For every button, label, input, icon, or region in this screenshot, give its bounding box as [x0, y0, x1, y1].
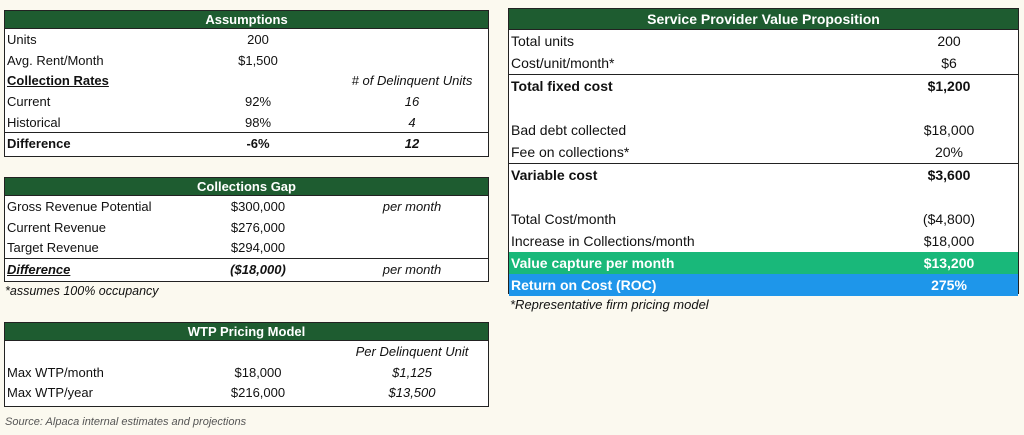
value-capture-row: Value capture per month $13,200 — [509, 252, 1018, 274]
value-proposition-title: Service Provider Value Proposition — [509, 9, 1018, 30]
wtp-year-row: Max WTP/year $216,000 $13,500 — [5, 382, 488, 403]
rates-header-row: Collection Rates # of Delinquent Units — [5, 70, 488, 91]
difference-rate: -6% — [246, 136, 270, 152]
rent-row: Avg. Rent/Month $1,500 — [5, 50, 488, 71]
total-units-label: Total units — [511, 33, 575, 49]
historical-row: Historical 98% 4 — [5, 112, 488, 133]
roc-value: 275% — [931, 277, 967, 293]
bad-debt-row: Bad debt collected $18,000 — [509, 119, 1018, 141]
wtp-month-unit: $1,125 — [392, 364, 432, 380]
variable-cost-label: Variable cost — [511, 167, 598, 183]
difference-units: 12 — [404, 136, 420, 152]
fee-label: Fee on collections* — [511, 144, 630, 160]
total-units-row: Total units 200 — [509, 30, 1018, 52]
current-revenue-value: $276,000 — [230, 219, 286, 235]
variable-cost-row: Variable cost $3,600 — [509, 163, 1018, 186]
rent-value: $1,500 — [238, 52, 278, 68]
gross-label: Gross Revenue Potential — [7, 199, 152, 214]
gap-difference-value: ($18,000) — [230, 262, 286, 278]
gap-difference-label: Difference — [7, 262, 71, 278]
units-value: 200 — [247, 32, 269, 47]
wtp-year-unit: $13,500 — [388, 385, 436, 401]
assumptions-table: Assumptions Units 200 Avg. Rent/Month $1… — [4, 10, 489, 157]
total-cost-label: Total Cost/month — [511, 211, 617, 227]
pricing-footnote: *Representative firm pricing model — [510, 297, 709, 312]
fixed-cost-row: Total fixed cost $1,200 — [509, 74, 1018, 97]
value-capture-value: $13,200 — [923, 255, 975, 271]
collections-gap-title: Collections Gap — [5, 178, 488, 196]
wtp-pricing-table: WTP Pricing Model Per Delinquent Unit Ma… — [4, 322, 489, 407]
collections-gap-table: Collections Gap Gross Revenue Potential … — [4, 177, 489, 282]
historical-rate: 98% — [244, 114, 272, 130]
fee-row: Fee on collections* 20% — [509, 141, 1018, 163]
wtp-month-row: Max WTP/month $18,000 $1,125 — [5, 362, 488, 383]
total-units-value: 200 — [937, 33, 961, 49]
current-rate: 92% — [244, 94, 272, 110]
fixed-cost-label: Total fixed cost — [511, 78, 613, 94]
gross-value: $300,000 — [230, 199, 286, 214]
fixed-cost-value: $1,200 — [927, 78, 971, 94]
increase-value: $18,000 — [923, 233, 975, 249]
cost-unit-label: Cost/unit/month* — [511, 55, 615, 71]
current-revenue-label: Current Revenue — [7, 219, 106, 235]
value-capture-label: Value capture per month — [511, 255, 675, 271]
difference-label: Difference — [7, 136, 71, 152]
spacer-row-2 — [509, 186, 1018, 208]
rent-label: Avg. Rent/Month — [7, 52, 104, 68]
increase-row: Increase in Collections/month $18,000 — [509, 230, 1018, 252]
wtp-title: WTP Pricing Model — [5, 323, 488, 341]
occupancy-footnote: *assumes 100% occupancy — [5, 284, 159, 298]
current-revenue-row: Current Revenue $276,000 — [5, 217, 488, 238]
fee-value: 20% — [934, 144, 964, 160]
target-revenue-value: $294,000 — [230, 240, 286, 256]
historical-label: Historical — [7, 114, 61, 130]
wtp-month-label: Max WTP/month — [7, 364, 104, 380]
wtp-year-label: Max WTP/year — [7, 385, 93, 401]
roc-row: Return on Cost (ROC) 275% — [509, 274, 1018, 296]
bad-debt-label: Bad debt collected — [511, 122, 627, 138]
per-unit-header: Per Delinquent Unit — [355, 344, 469, 359]
gap-difference-note: per month — [382, 262, 442, 278]
delinquent-header: # of Delinquent Units — [351, 73, 473, 89]
roc-label: Return on Cost (ROC) — [511, 277, 657, 293]
units-label: Units — [7, 32, 37, 47]
current-units: 16 — [404, 94, 420, 110]
target-revenue-row: Target Revenue $294,000 — [5, 237, 488, 258]
cost-unit-value: $6 — [941, 55, 957, 71]
total-cost-row: Total Cost/month ($4,800) — [509, 208, 1018, 230]
wtp-header-row: Per Delinquent Unit — [5, 341, 488, 362]
gap-difference-row: Difference ($18,000) per month — [5, 258, 488, 280]
gross-row: Gross Revenue Potential $300,000 per mon… — [5, 196, 488, 217]
current-row: Current 92% 16 — [5, 91, 488, 112]
difference-row: Difference -6% 12 — [5, 132, 488, 154]
variable-cost-value: $3,600 — [927, 167, 971, 183]
cost-unit-row: Cost/unit/month* $6 — [509, 52, 1018, 74]
target-revenue-label: Target Revenue — [7, 240, 99, 256]
wtp-month-value: $18,000 — [234, 364, 282, 380]
bad-debt-value: $18,000 — [923, 122, 975, 138]
total-cost-value: ($4,800) — [922, 211, 976, 227]
wtp-year-value: $216,000 — [230, 385, 286, 401]
historical-units: 4 — [408, 114, 416, 130]
gross-note: per month — [382, 199, 442, 214]
source-note: Source: Alpaca internal estimates and pr… — [5, 416, 247, 428]
units-row: Units 200 — [5, 29, 488, 50]
increase-label: Increase in Collections/month — [511, 233, 695, 249]
rates-label: Collection Rates — [7, 73, 109, 89]
current-label: Current — [7, 94, 51, 110]
value-proposition-table: Service Provider Value Proposition Total… — [508, 8, 1019, 296]
assumptions-title: Assumptions — [5, 11, 488, 29]
spacer-row-1 — [509, 97, 1018, 119]
